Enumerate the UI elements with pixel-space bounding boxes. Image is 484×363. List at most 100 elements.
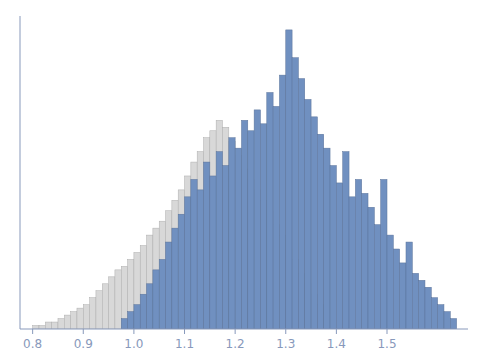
histogram-bar [260,124,266,329]
histogram-bar [128,312,134,329]
histogram-bar [121,266,127,329]
x-tick [336,329,337,334]
histogram-bar [305,99,311,329]
histogram-bar [185,176,191,329]
histogram-bar [45,322,51,329]
background [0,0,484,363]
x-tick-label: 1.0 [124,337,143,351]
x-axis-line [20,329,468,330]
histogram-bar [324,148,330,329]
histogram-bar [172,228,178,329]
histogram-bar [216,152,222,329]
histogram-bar [298,79,304,329]
histogram-bar [216,120,222,329]
histogram-bar [419,280,425,329]
x-tick [235,329,236,334]
histogram-bar [279,75,285,329]
histogram-bar [109,277,115,329]
histogram-bar [185,197,191,329]
histogram-bar [381,179,387,329]
histogram-bar [134,252,140,329]
y-axis-line [20,16,21,329]
x-tick-label: 1.1 [175,337,194,351]
histogram-bar [343,152,349,329]
x-tick-label: 1.5 [377,337,396,351]
histogram-bar [128,259,134,329]
histogram-bar [222,166,228,329]
histogram-bar [178,214,184,329]
histogram-bar [368,207,374,329]
histogram-bar [438,305,444,329]
histogram-bar [121,319,127,329]
histogram-bar [400,263,406,329]
histogram-bar [431,298,437,329]
histogram-bar [147,235,153,329]
histogram-bar [254,110,260,329]
histogram-bar [406,242,412,329]
chart: 0.8 0.9 1.0 1.1 1.2 1.3 1.4 1.5 [0,0,484,363]
histogram-bar [311,117,317,329]
histogram-bar [166,242,172,329]
x-tick [32,329,33,334]
histogram-bar [248,131,254,329]
x-tick-label: 0.8 [23,337,42,351]
histogram-bar [71,312,77,329]
histogram-bar [134,305,140,329]
histogram-bar [374,225,380,329]
histogram-bar [425,287,431,329]
histogram-bar [159,221,165,329]
x-tick-label: 1.4 [327,337,346,351]
histogram-bar [64,315,70,329]
histogram-bar [317,134,323,329]
histogram-bar [336,183,342,329]
histogram-bar [286,30,292,329]
histogram-bar [241,120,247,329]
histogram-bar [450,319,456,329]
histogram-bar [52,322,58,329]
histogram-bar [235,148,241,329]
histogram-bar [393,249,399,329]
histogram-bar [362,193,368,329]
histogram-bar [267,93,273,329]
x-tick [387,329,388,334]
x-tick [83,329,84,334]
histogram-bar [147,284,153,329]
histogram-bar [387,235,393,329]
histogram-bar [96,291,102,329]
histogram-bar [273,106,279,329]
x-tick [184,329,185,334]
histogram-bar [210,176,216,329]
x-tick-label: 0.9 [74,337,93,351]
histogram-bar [197,152,203,329]
histogram-bar [39,326,45,329]
histogram-bar [229,138,235,329]
x-tick-label: 1.3 [276,337,295,351]
histogram-bar [355,179,361,329]
histogram-bar [412,273,418,329]
histogram-bar [90,298,96,329]
histogram-bar [166,211,172,329]
histogram-bar [83,305,89,329]
histogram-bar [172,200,178,329]
histogram-bar [330,166,336,329]
histogram-bar [153,228,159,329]
histogram-bar [191,179,197,329]
histogram-bar [349,197,355,329]
histogram-bar [159,259,165,329]
histogram-bar [58,319,64,329]
x-tick [133,329,134,334]
histogram-bar [77,308,83,329]
histogram-bar [292,58,298,329]
histogram-bar [197,190,203,329]
histogram-bar [115,270,121,329]
histogram-bar [210,131,216,329]
histogram-bar [204,138,210,329]
histogram-bar [153,270,159,329]
histogram-bar [191,162,197,329]
histogram-bar [178,190,184,329]
histogram-bar [102,284,108,329]
x-tick [285,329,286,334]
histogram-bar [444,312,450,329]
x-tick-label: 1.2 [226,337,245,351]
histogram-bar [33,326,39,329]
